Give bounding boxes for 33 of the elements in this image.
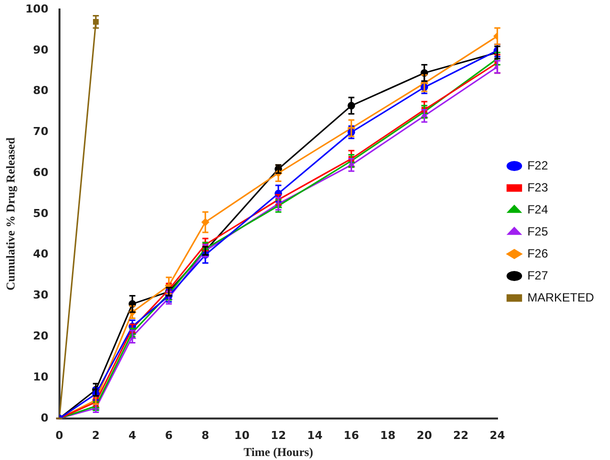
x-tick-label: 6 [165,428,174,442]
y-axis-title: Cumulative % Drug Released [3,137,18,290]
legend-label: F25 [527,224,548,238]
legend-label: F26 [527,246,548,260]
x-tick-label: 12 [270,428,286,442]
legend-label: F27 [527,268,548,282]
y-tick-label: 70 [33,125,49,138]
x-tick-label: 16 [344,428,360,442]
x-tick-label: 18 [380,428,396,442]
y-tick-label: 90 [33,43,49,56]
legend-label: MARKETED [527,290,594,304]
x-tick-label: 0 [56,428,64,442]
y-tick-label: 40 [33,248,49,261]
y-tick-label: 50 [33,206,49,220]
y-tick-label: 80 [33,84,49,98]
y-tick-label: 20 [33,330,49,342]
x-tick-label: 14 [307,428,323,442]
legend-label: F23 [527,180,548,194]
x-tick-label: 20 [416,428,432,442]
x-tick-label: 2 [92,428,100,442]
y-tick-label: 30 [33,288,49,302]
x-tick-label: 24 [490,428,506,442]
x-axis-title: Time (Hours) [244,444,314,459]
y-tick-label: 10 [33,370,49,384]
legend-label: F22 [527,158,548,172]
x-tick-label: 8 [202,428,210,442]
y-tick-label: 60 [33,166,49,179]
x-tick-label: 10 [234,428,250,442]
y-tick-label: 0 [40,411,49,424]
y-tick-label: 100 [25,2,49,16]
x-tick-label: 22 [453,428,468,442]
x-tick-label: 4 [128,428,137,442]
legend-label: F24 [527,202,548,216]
